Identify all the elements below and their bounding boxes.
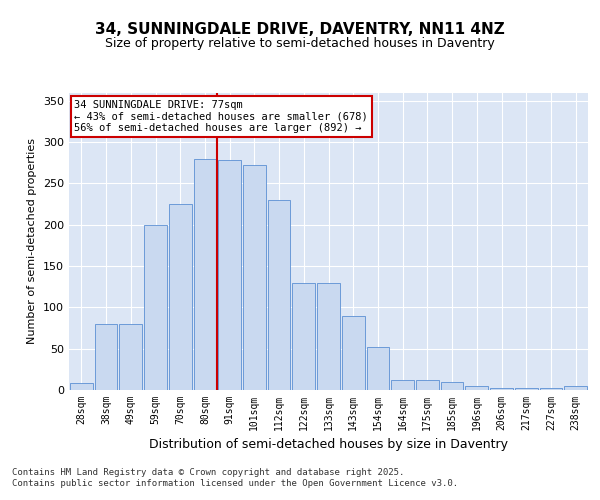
Bar — [169, 204, 191, 390]
Bar — [317, 282, 340, 390]
Bar — [268, 200, 290, 390]
Bar — [243, 165, 266, 390]
Bar — [70, 384, 93, 390]
Bar — [466, 386, 488, 390]
Bar — [292, 282, 315, 390]
Bar — [490, 388, 513, 390]
Bar — [119, 324, 142, 390]
Bar — [441, 382, 463, 390]
Bar — [367, 347, 389, 390]
Text: 34, SUNNINGDALE DRIVE, DAVENTRY, NN11 4NZ: 34, SUNNINGDALE DRIVE, DAVENTRY, NN11 4N… — [95, 22, 505, 38]
Text: 34 SUNNINGDALE DRIVE: 77sqm
← 43% of semi-detached houses are smaller (678)
56% : 34 SUNNINGDALE DRIVE: 77sqm ← 43% of sem… — [74, 100, 368, 133]
Bar — [515, 388, 538, 390]
Bar — [391, 380, 414, 390]
Bar — [95, 324, 118, 390]
Bar — [564, 386, 587, 390]
Bar — [194, 158, 216, 390]
Text: Contains HM Land Registry data © Crown copyright and database right 2025.
Contai: Contains HM Land Registry data © Crown c… — [12, 468, 458, 487]
Text: Size of property relative to semi-detached houses in Daventry: Size of property relative to semi-detach… — [105, 38, 495, 51]
Bar — [539, 388, 562, 390]
Bar — [144, 224, 167, 390]
Bar — [218, 160, 241, 390]
X-axis label: Distribution of semi-detached houses by size in Daventry: Distribution of semi-detached houses by … — [149, 438, 508, 452]
Y-axis label: Number of semi-detached properties: Number of semi-detached properties — [28, 138, 37, 344]
Bar — [342, 316, 365, 390]
Bar — [416, 380, 439, 390]
